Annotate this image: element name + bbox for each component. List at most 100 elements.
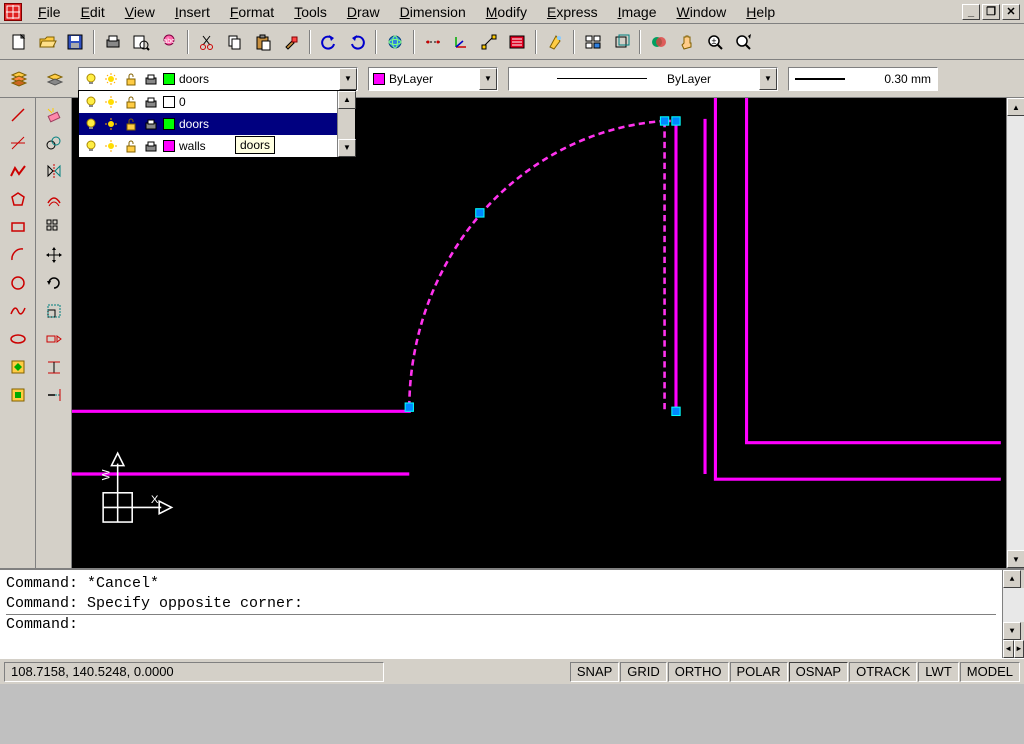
insert-block-icon[interactable] [5, 354, 31, 380]
zoom-realtime-icon[interactable]: ± [702, 29, 728, 55]
scroll-up-icon[interactable]: ▲ [1003, 570, 1021, 588]
layer-color-swatch[interactable] [163, 140, 175, 152]
color-control[interactable]: ByLayer [368, 67, 498, 91]
scroll-left-icon[interactable]: ◄ [1003, 640, 1014, 658]
layer-list-item[interactable]: doors [79, 113, 355, 135]
drawing-canvas[interactable]: XW [72, 98, 1006, 568]
status-snap[interactable]: SNAP [570, 662, 619, 682]
arc-icon[interactable] [5, 242, 31, 268]
status-ortho[interactable]: ORTHO [668, 662, 729, 682]
status-polar[interactable]: POLAR [730, 662, 788, 682]
pan-icon[interactable] [674, 29, 700, 55]
bulb-icon[interactable] [83, 94, 99, 110]
plot-icon[interactable] [143, 94, 159, 110]
lock-icon[interactable] [123, 138, 139, 154]
copy-icon[interactable] [222, 29, 248, 55]
scroll-down-icon[interactable]: ▼ [338, 139, 356, 157]
menu-dimension[interactable]: Dimension [390, 1, 476, 23]
new-icon[interactable] [6, 29, 32, 55]
menu-file[interactable]: File [28, 1, 71, 23]
match-properties-icon[interactable] [278, 29, 304, 55]
scale-icon[interactable] [41, 298, 67, 324]
render-icon[interactable] [646, 29, 672, 55]
minimize-button[interactable]: _ [962, 4, 980, 20]
sun-icon[interactable] [103, 94, 119, 110]
line-icon[interactable] [5, 102, 31, 128]
menu-tools[interactable]: Tools [284, 1, 337, 23]
layer-list-item[interactable]: 0 [79, 91, 355, 113]
restore-button[interactable]: ❐ [982, 4, 1000, 20]
status-lwt[interactable]: LWT [918, 662, 958, 682]
redo-icon[interactable] [344, 29, 370, 55]
cut-icon[interactable] [194, 29, 220, 55]
status-otrack[interactable]: OTRACK [849, 662, 917, 682]
scroll-down-icon[interactable]: ▼ [1003, 622, 1021, 640]
menu-edit[interactable]: Edit [71, 1, 115, 23]
menu-express[interactable]: Express [537, 1, 608, 23]
stretch-icon[interactable] [41, 326, 67, 352]
menu-insert[interactable]: Insert [165, 1, 220, 23]
scroll-up-icon[interactable]: ▲ [338, 91, 356, 109]
erase-icon[interactable] [41, 102, 67, 128]
undo-icon[interactable] [316, 29, 342, 55]
mirror-icon[interactable] [41, 158, 67, 184]
3dorbit-icon[interactable] [608, 29, 634, 55]
status-grid[interactable]: GRID [620, 662, 667, 682]
command-line[interactable]: Command: *Cancel* Command: Specify oppos… [0, 568, 1024, 658]
save-icon[interactable] [62, 29, 88, 55]
vertical-scrollbar[interactable]: ▲ ▼ [1006, 98, 1024, 568]
hyperlink-icon[interactable] [382, 29, 408, 55]
lock-icon[interactable] [123, 116, 139, 132]
ucs-icon[interactable] [448, 29, 474, 55]
status-osnap[interactable]: OSNAP [789, 662, 849, 682]
dropdown-arrow-icon[interactable] [759, 68, 777, 90]
menu-image[interactable]: Image [608, 1, 667, 23]
close-button[interactable]: ✕ [1002, 4, 1020, 20]
polygon-icon[interactable] [5, 186, 31, 212]
open-icon[interactable] [34, 29, 60, 55]
dropdown-arrow-icon[interactable] [339, 68, 357, 90]
layer-manager-icon[interactable] [6, 66, 32, 92]
layer-previous-icon[interactable] [42, 66, 68, 92]
layer-color-swatch[interactable] [163, 118, 175, 130]
plot-icon[interactable] [143, 116, 159, 132]
linetype-control[interactable]: ByLayer [508, 67, 778, 91]
dropdown-arrow-icon[interactable] [479, 68, 497, 90]
coordinates-display[interactable]: 108.7158, 140.5248, 0.0000 [4, 662, 384, 682]
circle-icon[interactable] [5, 270, 31, 296]
scroll-right-icon[interactable]: ► [1014, 640, 1024, 658]
print-preview-icon[interactable] [128, 29, 154, 55]
menu-modify[interactable]: Modify [476, 1, 537, 23]
menu-view[interactable]: View [115, 1, 165, 23]
array-icon[interactable] [41, 214, 67, 240]
copy-object-icon[interactable] [41, 130, 67, 156]
polyline-icon[interactable] [5, 158, 31, 184]
lineweight-control[interactable]: 0.30 mm [788, 67, 938, 91]
paste-icon[interactable] [250, 29, 276, 55]
tracking-icon[interactable] [420, 29, 446, 55]
menu-draw[interactable]: Draw [337, 1, 390, 23]
command-prompt[interactable]: Command: [6, 614, 996, 635]
named-views-icon[interactable] [580, 29, 606, 55]
lock-icon[interactable] [123, 94, 139, 110]
construction-line-icon[interactable] [5, 130, 31, 156]
distance-icon[interactable] [476, 29, 502, 55]
offset-icon[interactable] [41, 186, 67, 212]
scroll-down-icon[interactable]: ▼ [1007, 550, 1024, 568]
layer-list-item[interactable]: walls [79, 135, 355, 157]
make-block-icon[interactable] [5, 382, 31, 408]
layer-dropdown[interactable]: doors ▲ ▼ 0doorswalls doors [78, 67, 358, 91]
menu-format[interactable]: Format [220, 1, 284, 23]
print-icon[interactable] [100, 29, 126, 55]
command-scrollbar[interactable]: ▲ ▼ ◄ ► [1002, 570, 1024, 658]
aerial-view-icon[interactable] [542, 29, 568, 55]
ellipse-icon[interactable] [5, 326, 31, 352]
spell-check-icon[interactable]: abc [156, 29, 182, 55]
status-model[interactable]: MODEL [960, 662, 1020, 682]
move-icon[interactable] [41, 242, 67, 268]
trim-icon[interactable] [41, 354, 67, 380]
scroll-up-icon[interactable]: ▲ [1007, 98, 1024, 116]
spline-icon[interactable] [5, 298, 31, 324]
rotate-icon[interactable] [41, 270, 67, 296]
rectangle-icon[interactable] [5, 214, 31, 240]
